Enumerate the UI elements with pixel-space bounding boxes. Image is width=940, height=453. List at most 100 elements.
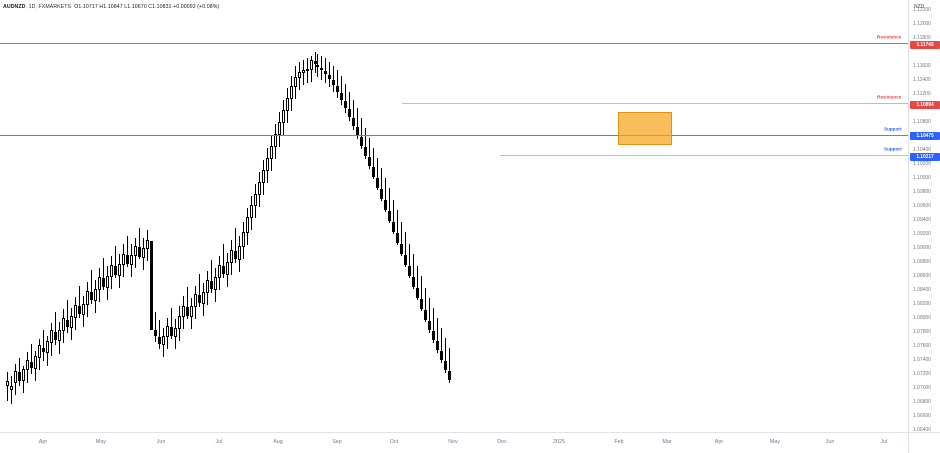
candle-body-down: [428, 321, 431, 330]
candle-body-down: [408, 266, 411, 276]
legend-exchange: FXMARKETS: [38, 4, 72, 10]
candle-wick: [369, 138, 370, 169]
candle-body-up: [218, 265, 221, 278]
resistance-2-price-tag[interactable]: 1.10894: [910, 101, 940, 109]
candle-body-down: [138, 247, 141, 257]
candle-body-up: [38, 345, 41, 358]
candle-wick: [441, 328, 442, 363]
time-axis-tick: May: [769, 439, 781, 445]
candle-wick: [199, 274, 200, 307]
resistance-line-1-label: Resistance: [877, 34, 902, 40]
support-line-2[interactable]: [500, 155, 908, 156]
candle-body-down: [420, 299, 423, 309]
candle-body-down: [432, 331, 435, 340]
candle-body-up: [294, 77, 297, 87]
candle-body-up: [242, 232, 245, 247]
candle-body-down: [158, 337, 161, 344]
time-axis-tick: Oct: [389, 439, 399, 445]
candle-wick: [421, 276, 422, 311]
time-axis-tick: Nov: [448, 439, 458, 445]
candle-body-up: [98, 277, 101, 290]
candle-body-down: [66, 320, 69, 327]
legend-symbol[interactable]: AUDNZD: [3, 4, 26, 10]
price-axis-tick: 1.08200: [913, 301, 932, 307]
candle-body-up: [70, 316, 73, 328]
resistance-line-2[interactable]: [402, 103, 908, 104]
candle-body-down: [126, 255, 129, 264]
candle-body-up: [310, 60, 313, 70]
resistance-1-price-tag[interactable]: 1.11749: [910, 41, 940, 49]
candle-wick: [353, 100, 354, 130]
candle-wick: [171, 308, 172, 339]
candle-wick: [139, 228, 140, 259]
candle-body-down: [42, 348, 45, 352]
candle-body-down: [404, 255, 407, 265]
candle-wick: [55, 312, 56, 345]
legend-close-label: C: [148, 4, 153, 10]
candle-body-down: [356, 127, 359, 136]
candle-body-up: [230, 250, 233, 263]
price-axis-tick: 1.10000: [913, 175, 932, 181]
chart-plot-area[interactable]: [0, 14, 908, 432]
price-axis-tick: 1.07400: [913, 357, 932, 363]
highlight-rectangle[interactable]: [618, 112, 672, 145]
candle-body-up: [26, 360, 29, 370]
candle-wick: [223, 244, 224, 278]
chart-legend[interactable]: AUDNZD, 1D, FXMARKETS O1.10717 H1.10847 …: [3, 4, 220, 10]
candle-wick: [155, 312, 156, 342]
time-axis-tick: Jun: [156, 439, 166, 445]
candle-body-down: [210, 281, 213, 289]
candle-body-up: [202, 292, 205, 304]
candle-body-down: [436, 341, 439, 350]
support-1-price-tag[interactable]: 1.10475: [910, 132, 940, 140]
price-axis-tick: 1.11400: [913, 77, 931, 83]
price-axis-tick: 1.09400: [913, 217, 932, 223]
price-axis-tick: 1.09000: [913, 245, 932, 251]
candle-wick: [357, 108, 358, 139]
candle-wick: [67, 300, 68, 333]
price-axis-tick: 1.07200: [913, 371, 932, 377]
support-2-price-tag[interactable]: 1.10217: [910, 153, 940, 161]
candle-body-up: [282, 110, 285, 123]
candle-body-up: [266, 158, 269, 171]
time-axis-tick: Mar: [662, 439, 672, 445]
candle-body-up: [110, 265, 113, 277]
candle-wick: [425, 288, 426, 322]
legend-interval[interactable]: 1D: [28, 4, 36, 10]
time-axis-tick: Jun: [825, 439, 835, 445]
price-axis-tick: 1.06800: [913, 399, 932, 405]
candle-wick: [7, 372, 8, 401]
candle-wick: [365, 128, 366, 159]
resistance-line-2-label: Resistance: [877, 94, 902, 100]
time-axis-tick: May: [95, 439, 107, 445]
candle-body-down: [314, 61, 317, 64]
candle-wick: [393, 200, 394, 234]
support-line-1[interactable]: [0, 135, 908, 136]
price-axis[interactable]: NZD 1.12200 1.12000 1.11800 1.11600 1.11400 1…: [908, 0, 940, 438]
candle-wick: [413, 254, 414, 289]
resistance-line-1[interactable]: [0, 43, 908, 44]
candle-body-down: [448, 371, 451, 380]
candle-body-up: [238, 246, 241, 260]
candle-body-up: [166, 326, 169, 337]
legend-high-value: 1.10847: [103, 4, 123, 10]
price-axis-tick: 1.12200: [913, 7, 932, 13]
candle-body-down: [18, 372, 21, 381]
price-axis-tick: 1.06600: [913, 413, 932, 419]
candle-body-down: [114, 266, 117, 275]
time-axis-tick: Jul: [215, 439, 223, 445]
price-axis-tick: 1.12000: [913, 21, 932, 27]
candle-body-up: [86, 291, 89, 305]
price-axis-tick: 1.07000: [913, 385, 932, 391]
legend-change-percent: (+0.08%): [197, 4, 220, 10]
candle-body-up: [270, 146, 273, 159]
time-axis[interactable]: Apr May Jun Jul Aug Sep Oct Nov Dec 2025 Feb Mar Apr…: [0, 432, 908, 453]
legend-change-absolute: +0.00092: [173, 4, 196, 10]
candle-wick: [333, 66, 334, 92]
legend-low-value: 1.10670: [127, 4, 147, 10]
candle-body-up: [250, 205, 253, 218]
candle-body-down: [364, 147, 367, 156]
price-axis-tick: 1.09800: [913, 189, 932, 195]
candle-wick: [91, 270, 92, 304]
candle-wick: [397, 210, 398, 245]
